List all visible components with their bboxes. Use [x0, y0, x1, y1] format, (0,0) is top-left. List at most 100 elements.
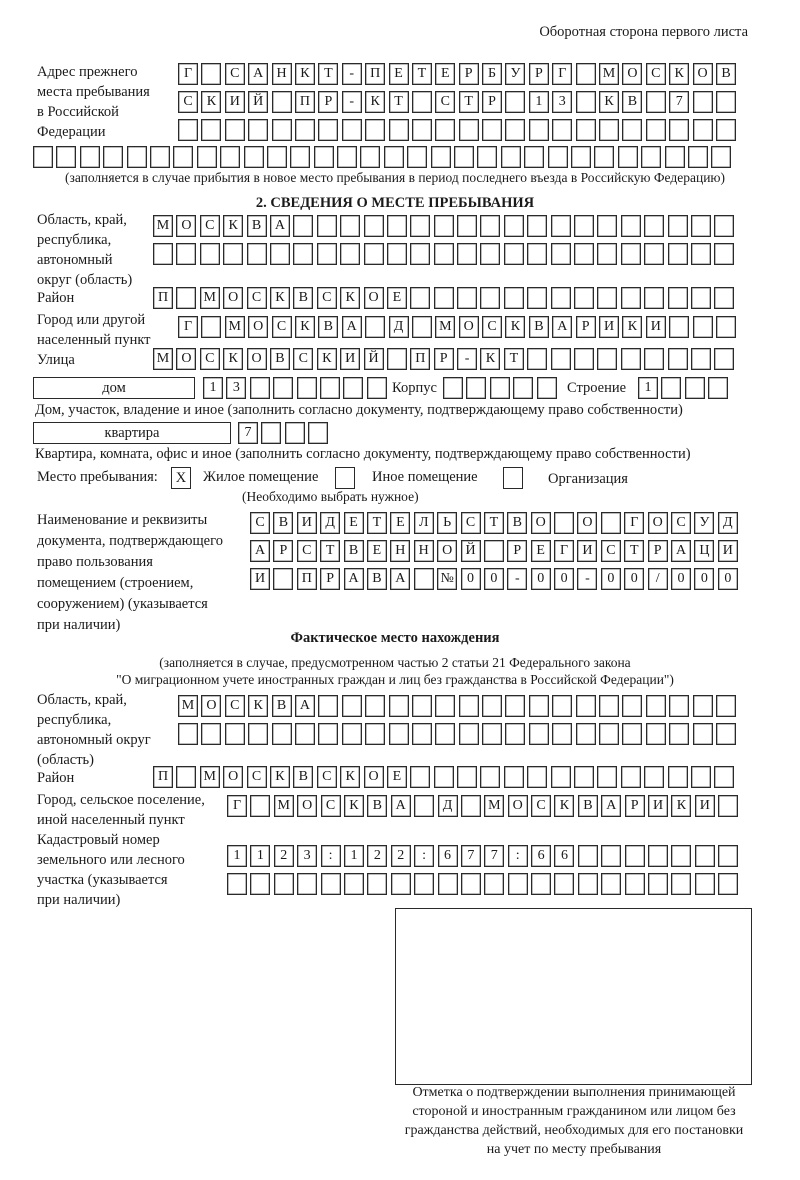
char-cell[interactable]: А — [250, 540, 270, 562]
char-cell[interactable] — [273, 568, 294, 590]
char-cell[interactable] — [718, 795, 739, 817]
char-cell[interactable]: 2 — [390, 845, 411, 867]
char-cell[interactable]: О — [297, 795, 318, 817]
char-cell[interactable]: К — [223, 348, 244, 370]
char-cell[interactable]: О — [248, 316, 269, 338]
char-cell[interactable]: К — [480, 348, 501, 370]
char-cell[interactable]: О — [363, 766, 384, 788]
char-cell[interactable] — [433, 215, 454, 237]
char-cell[interactable]: С — [645, 63, 666, 85]
char-cell[interactable]: М — [178, 695, 198, 717]
char-cell[interactable]: 3 — [552, 91, 573, 113]
char-cell[interactable] — [527, 287, 548, 309]
char-cell[interactable] — [410, 215, 431, 237]
char-cell[interactable] — [552, 695, 573, 717]
char-cell[interactable]: Т — [388, 91, 409, 113]
char-cell[interactable] — [597, 348, 618, 370]
char-cell[interactable] — [690, 287, 711, 309]
char-cell[interactable] — [293, 215, 314, 237]
char-cell[interactable] — [575, 695, 596, 717]
char-cell[interactable] — [367, 873, 388, 895]
char-cell[interactable] — [597, 215, 618, 237]
char-cell[interactable] — [458, 723, 479, 745]
char-cell[interactable]: 7 — [484, 845, 505, 867]
char-cell[interactable]: М — [153, 348, 173, 370]
char-cell[interactable] — [316, 215, 337, 237]
char-cell[interactable] — [552, 119, 573, 141]
char-cell[interactable]: А — [248, 63, 269, 85]
char-cell[interactable] — [482, 723, 503, 745]
char-cell[interactable] — [527, 243, 548, 265]
char-cell[interactable]: О — [458, 316, 479, 338]
char-cell[interactable] — [692, 723, 713, 745]
char-cell[interactable] — [480, 766, 501, 788]
char-cell[interactable] — [669, 695, 690, 717]
char-cell[interactable] — [484, 873, 505, 895]
char-cell[interactable]: 0 — [530, 568, 551, 590]
char-cell[interactable] — [645, 695, 666, 717]
char-cell[interactable]: № — [437, 568, 458, 590]
char-cell[interactable] — [79, 146, 100, 168]
char-cell[interactable] — [149, 146, 170, 168]
char-cell[interactable] — [308, 422, 329, 444]
char-cell[interactable] — [466, 377, 487, 399]
char-cell[interactable]: : — [414, 845, 435, 867]
char-cell[interactable] — [690, 243, 711, 265]
char-cell[interactable] — [266, 146, 287, 168]
char-cell[interactable] — [319, 377, 340, 399]
char-cell[interactable]: М — [435, 316, 456, 338]
char-cell[interactable]: М — [199, 287, 220, 309]
char-cell[interactable] — [624, 845, 645, 867]
char-cell[interactable]: В — [269, 348, 290, 370]
char-cell[interactable]: Р — [575, 316, 596, 338]
char-cell[interactable] — [196, 146, 217, 168]
char-cell[interactable] — [714, 215, 735, 237]
char-cell[interactable]: - — [507, 568, 528, 590]
char-cell[interactable] — [528, 695, 549, 717]
char-cell[interactable]: О — [647, 512, 668, 534]
char-cell[interactable]: К — [365, 91, 386, 113]
char-cell[interactable] — [433, 287, 454, 309]
char-cell[interactable] — [410, 287, 431, 309]
char-cell[interactable] — [337, 146, 358, 168]
char-cell[interactable]: Й — [460, 540, 481, 562]
char-cell[interactable]: С — [178, 91, 198, 113]
char-cell[interactable]: Л — [413, 512, 434, 534]
char-cell[interactable]: Т — [458, 91, 479, 113]
char-cell[interactable]: Ц — [694, 540, 715, 562]
char-cell[interactable] — [273, 377, 294, 399]
char-cell[interactable]: К — [294, 63, 315, 85]
char-cell[interactable]: С — [460, 512, 481, 534]
char-cell[interactable] — [620, 766, 641, 788]
char-cell[interactable]: А — [671, 540, 692, 562]
char-cell[interactable]: Р — [273, 540, 294, 562]
char-cell[interactable] — [527, 766, 548, 788]
char-cell[interactable]: 1 — [227, 845, 247, 867]
char-cell[interactable]: Г — [624, 512, 645, 534]
char-cell[interactable] — [435, 695, 456, 717]
char-cell[interactable]: М — [224, 316, 245, 338]
char-cell[interactable]: А — [552, 316, 573, 338]
char-cell[interactable]: И — [694, 795, 715, 817]
char-cell[interactable]: В — [293, 766, 314, 788]
char-cell[interactable] — [383, 146, 404, 168]
char-cell[interactable] — [692, 119, 713, 141]
char-cell[interactable]: К — [269, 287, 290, 309]
char-cell[interactable]: С — [531, 795, 552, 817]
char-cell[interactable]: В — [246, 215, 267, 237]
char-cell[interactable]: К — [223, 215, 244, 237]
char-cell[interactable]: К — [599, 91, 620, 113]
char-cell[interactable] — [483, 540, 504, 562]
char-cell[interactable]: 0 — [717, 568, 738, 590]
char-cell[interactable] — [341, 119, 362, 141]
char-cell[interactable] — [644, 215, 665, 237]
char-cell[interactable] — [56, 146, 77, 168]
char-cell[interactable] — [243, 146, 264, 168]
char-cell[interactable]: И — [250, 568, 270, 590]
char-cell[interactable] — [340, 243, 361, 265]
residential-checkbox[interactable]: X — [171, 467, 191, 489]
char-cell[interactable] — [457, 215, 478, 237]
char-cell[interactable]: 0 — [483, 568, 504, 590]
char-cell[interactable]: Д — [717, 512, 738, 534]
char-cell[interactable]: В — [273, 512, 294, 534]
